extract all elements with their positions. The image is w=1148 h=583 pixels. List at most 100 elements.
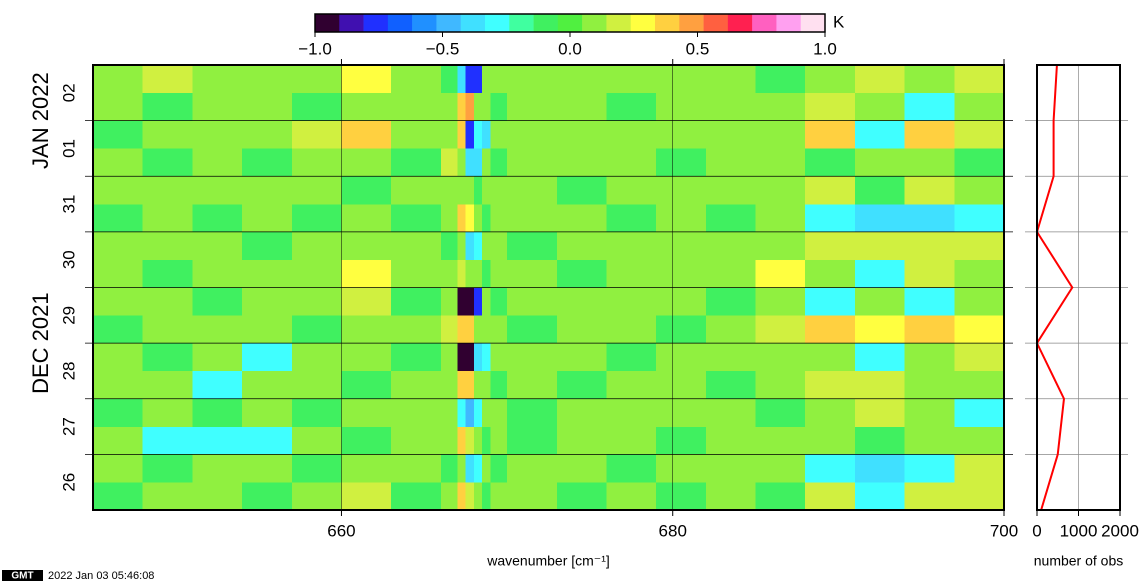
heatmap-cell: [465, 398, 475, 427]
heatmap-cell: [854, 454, 905, 483]
heatmap-cell: [805, 370, 856, 400]
x-axis-title: number of obs: [1034, 553, 1124, 569]
heatmap-cell: [341, 315, 392, 344]
heatmap-cell: [341, 204, 392, 233]
heatmap-cell: [341, 120, 392, 149]
heatmap-cell: [440, 287, 458, 316]
heatmap-cell: [465, 343, 475, 372]
heatmap-cell: [656, 398, 707, 427]
colorbar-swatch: [655, 14, 680, 32]
heatmap-cell: [192, 343, 243, 372]
heatmap-cell: [291, 398, 342, 427]
heatmap-cell: [482, 231, 491, 260]
heatmap-cell: [490, 482, 508, 511]
heatmap-cell: [805, 426, 856, 455]
colorbar-swatch: [387, 14, 413, 32]
heatmap-cell: [192, 120, 243, 149]
heatmap-cell: [93, 287, 143, 316]
heatmap-cell: [854, 343, 905, 372]
heatmap-cell: [93, 65, 143, 94]
heatmap-cell: [457, 454, 466, 483]
heatmap-cell: [705, 343, 756, 372]
heatmap-cell: [606, 482, 657, 511]
heatmap-cell: [606, 176, 657, 205]
heatmap-cell: [854, 92, 905, 121]
heatmap-cell: [457, 176, 466, 205]
heatmap-cell: [440, 315, 458, 344]
heatmap-cell: [391, 148, 442, 177]
heatmap-cell: [805, 482, 856, 511]
heatmap-cell: [507, 398, 558, 427]
heatmap-cell: [142, 204, 193, 233]
heatmap-cell: [142, 343, 193, 372]
heatmap-cell: [192, 454, 243, 483]
heatmap-cell: [656, 454, 707, 483]
heatmap-cell: [465, 454, 475, 483]
colorbar-swatch: [800, 14, 826, 32]
heatmap-cell: [142, 482, 193, 511]
heatmap-cell: [440, 231, 458, 260]
heatmap-cell: [507, 482, 558, 511]
heatmap-cell: [465, 259, 475, 288]
heatmap-cell: [705, 204, 756, 233]
y-tick-label: 31: [59, 195, 78, 214]
heatmap-cell: [854, 482, 905, 511]
heatmap-cell: [507, 454, 558, 483]
heatmap-cell: [341, 259, 392, 288]
heatmap-cell: [242, 204, 293, 233]
heatmap-cell: [93, 259, 143, 288]
heatmap-cell: [142, 287, 193, 316]
heatmap-cell: [656, 120, 707, 149]
heatmap-cell: [291, 204, 342, 233]
heatmap-cell: [440, 120, 458, 149]
heatmap-cell: [904, 454, 955, 483]
heatmap-cell: [954, 204, 1005, 233]
heatmap-cell: [755, 287, 806, 316]
heatmap-cell: [755, 92, 806, 121]
heatmap-cell: [705, 287, 756, 316]
colorbar-swatch: [703, 14, 729, 32]
heatmap-cell: [656, 176, 707, 205]
heatmap-cell: [473, 454, 483, 483]
timestamp: 2022 Jan 03 05:46:08: [48, 570, 154, 582]
heatmap-cell: [556, 120, 607, 149]
x-tick-label: 660: [327, 521, 355, 540]
heatmap-cell: [482, 287, 491, 316]
heatmap-cell: [904, 65, 955, 94]
heatmap-cell: [291, 259, 342, 288]
heatmap-cell: [291, 315, 342, 344]
heatmap-cell: [490, 120, 508, 149]
heatmap-cell: [904, 287, 955, 316]
heatmap-cell: [805, 343, 856, 372]
heatmap-cell: [954, 287, 1005, 316]
colorbar-swatch: [363, 14, 389, 32]
heatmap-cell: [656, 482, 707, 511]
heatmap-cell: [805, 120, 856, 149]
heatmap-cell: [473, 92, 483, 121]
heatmap-cell: [473, 148, 483, 177]
heatmap-cell: [904, 370, 955, 400]
colorbar-swatch: [533, 14, 559, 32]
heatmap-cell: [440, 176, 458, 205]
colorbar-swatch: [339, 14, 364, 32]
heatmap-cell: [755, 398, 806, 427]
heatmap-cell: [465, 65, 475, 94]
heatmap-cell: [904, 426, 955, 455]
heatmap-cell: [755, 148, 806, 177]
y-tick-label: 29: [59, 306, 78, 325]
heatmap-cell: [805, 92, 856, 121]
heatmap-cell: [606, 370, 657, 400]
heatmap-cell: [904, 204, 955, 233]
heatmap-cell: [482, 315, 491, 344]
heatmap-cell: [904, 482, 955, 511]
heatmap-cell: [291, 454, 342, 483]
heatmap-cell: [482, 454, 491, 483]
heatmap-cell: [954, 148, 1005, 177]
heatmap-cell: [142, 426, 193, 455]
heatmap-cell: [440, 92, 458, 121]
heatmap-cell: [490, 148, 508, 177]
heatmap-cell: [954, 482, 1005, 511]
heatmap-cell: [465, 120, 475, 149]
heatmap-cell: [705, 370, 756, 400]
heatmap-cell: [341, 426, 392, 455]
